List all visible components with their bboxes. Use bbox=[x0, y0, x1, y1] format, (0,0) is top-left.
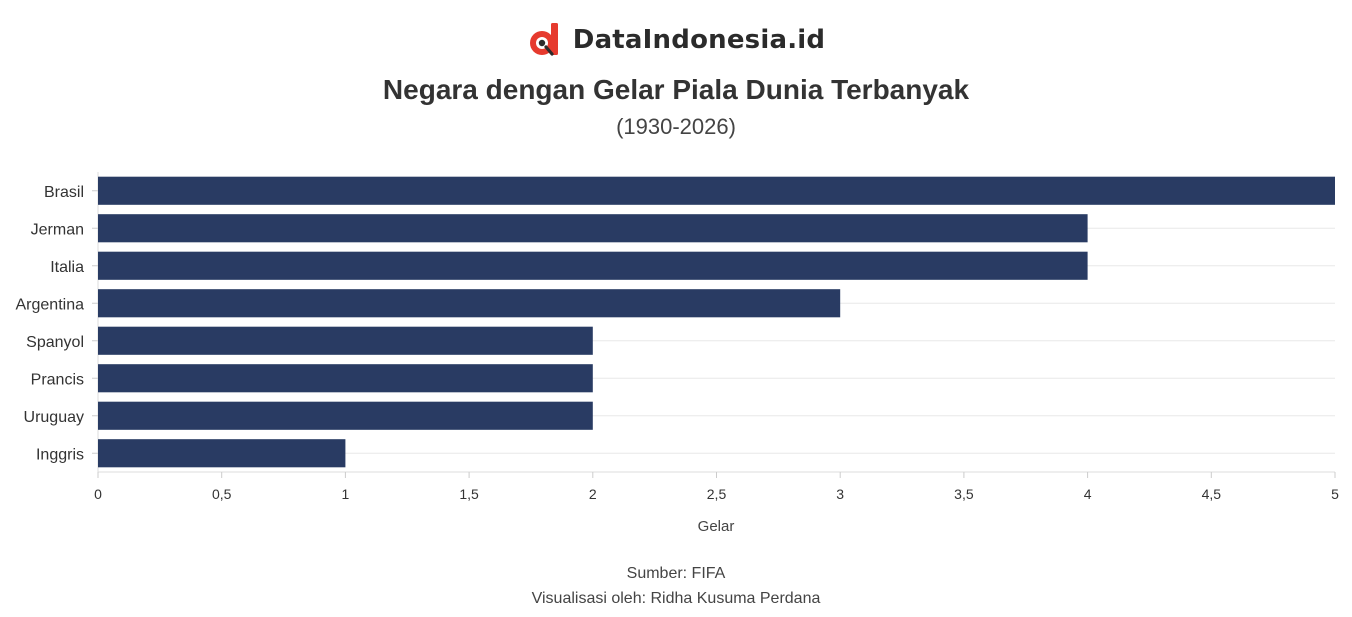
x-tick-label: 2,5 bbox=[707, 486, 727, 502]
x-tick-label: 1 bbox=[342, 486, 350, 502]
bar-uruguay[interactable] bbox=[98, 401, 593, 430]
bar-spanyol[interactable] bbox=[98, 326, 593, 355]
bar-prancis[interactable] bbox=[98, 364, 593, 393]
bar-brasil[interactable] bbox=[98, 176, 1335, 205]
y-tick-label: Argentina bbox=[16, 296, 85, 313]
y-tick-label: Spanyol bbox=[26, 334, 84, 351]
x-axis-title: Gelar bbox=[698, 518, 735, 535]
bar-jerman[interactable] bbox=[98, 214, 1088, 243]
chart-title: Negara dengan Gelar Piala Dunia Terbanya… bbox=[382, 74, 970, 105]
y-axis-labels: Brasil Jerman Italia Argentina Spanyol Pranci… bbox=[16, 184, 98, 463]
x-tick-label: 3 bbox=[836, 486, 844, 502]
x-axis-ticks: 0 0,5 1 1,5 2 2,5 3 3,5 4 4,5 5 bbox=[94, 472, 1339, 502]
x-tick-label: 3,5 bbox=[954, 486, 974, 502]
x-tick-label: 1,5 bbox=[459, 486, 479, 502]
y-tick-label: Uruguay bbox=[24, 409, 84, 426]
bar-argentina[interactable] bbox=[98, 289, 841, 318]
footer-source: Sumber: FIFA bbox=[626, 565, 726, 582]
x-tick-label: 2 bbox=[589, 486, 597, 502]
bar-inggris[interactable] bbox=[98, 439, 346, 468]
y-tick-label: Brasil bbox=[44, 184, 84, 201]
x-tick-label: 0 bbox=[94, 486, 102, 502]
bars bbox=[98, 176, 1335, 468]
brand-header: DataIndonesia.id bbox=[0, 18, 1352, 62]
x-tick-label: 4 bbox=[1084, 486, 1092, 502]
footer-credit: Visualisasi oleh: Ridha Kusuma Perdana bbox=[531, 590, 821, 607]
x-tick-label: 4,5 bbox=[1202, 486, 1222, 502]
y-tick-label: Prancis bbox=[31, 371, 84, 388]
x-tick-label: 0,5 bbox=[212, 486, 232, 502]
brand-name: DataIndonesia.id bbox=[572, 25, 826, 55]
x-tick-label: 5 bbox=[1331, 486, 1339, 502]
bar-chart: Brasil Jerman Italia Argentina Spanyol Pranci… bbox=[16, 172, 1339, 535]
dataindonesia-logo-icon bbox=[529, 23, 558, 56]
chart-subtitle: (1930-2026) bbox=[616, 114, 736, 139]
y-tick-label: Jerman bbox=[31, 221, 84, 238]
bar-italia[interactable] bbox=[98, 251, 1088, 280]
y-tick-label: Italia bbox=[50, 259, 84, 276]
y-tick-label: Inggris bbox=[36, 446, 84, 463]
